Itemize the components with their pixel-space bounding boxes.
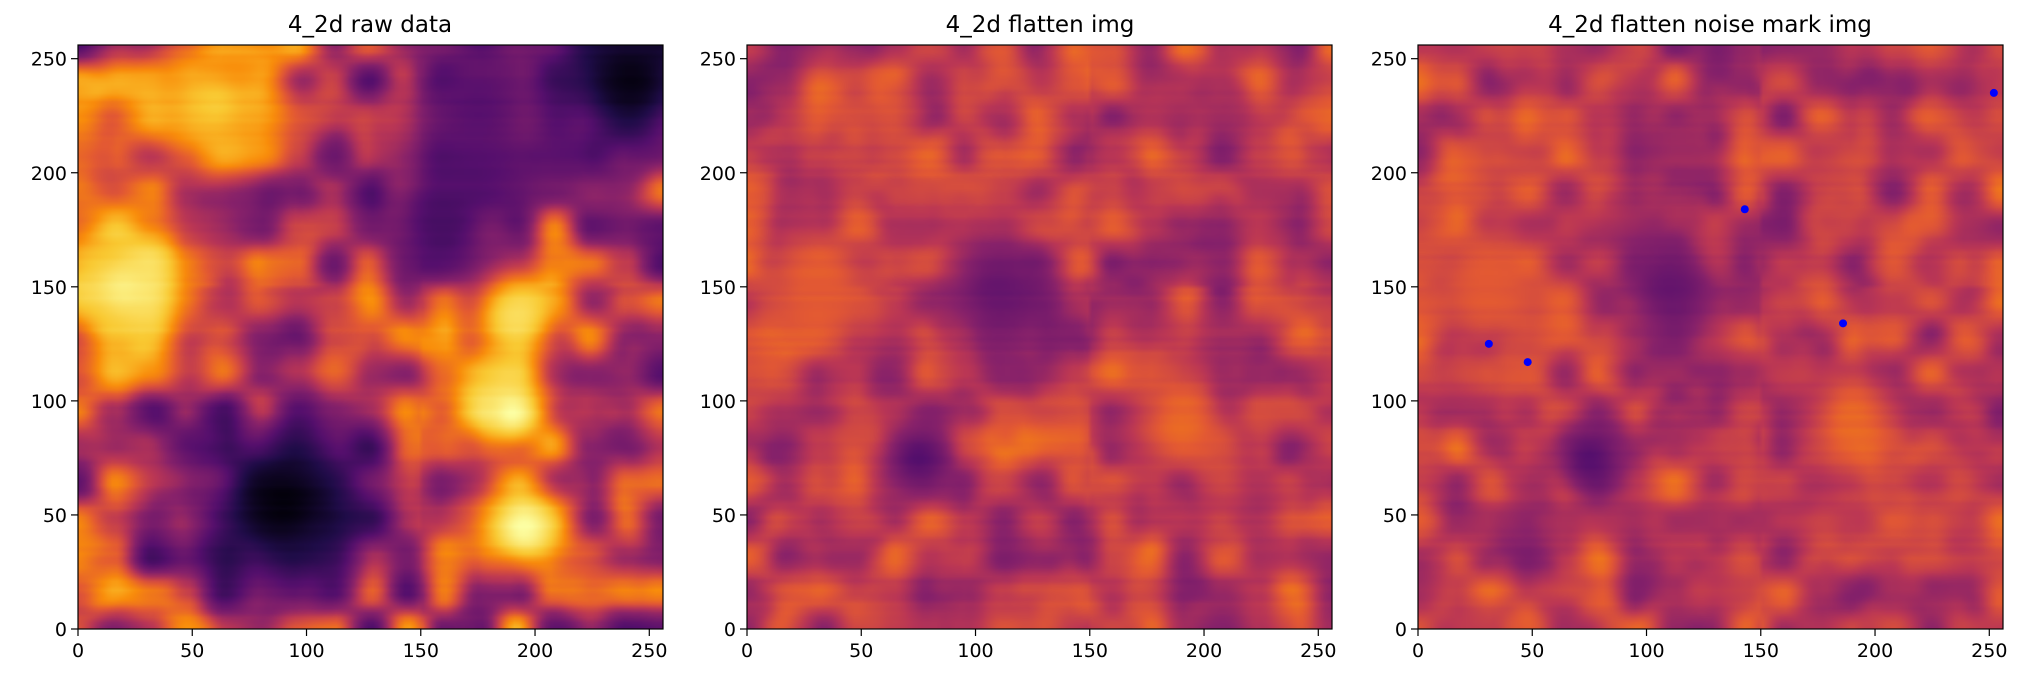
y-tick-label: 50 — [712, 505, 736, 527]
y-tick-label: 0 — [1395, 619, 1407, 641]
y-tick-label: 200 — [700, 163, 736, 185]
noise-point — [1523, 358, 1532, 367]
x-tick-label: 200 — [1857, 640, 1893, 662]
y-tick-label: 50 — [1383, 505, 1407, 527]
x-tick-label: 50 — [1520, 640, 1544, 662]
y-tick-label: 50 — [43, 505, 67, 527]
x-tick-label: 250 — [631, 640, 667, 662]
x-tick-label: 250 — [1971, 640, 2007, 662]
x-tick-label: 50 — [180, 640, 204, 662]
y-tick-label: 100 — [700, 391, 736, 413]
x-tick-label: 0 — [72, 640, 84, 662]
y-tick-label: 150 — [1371, 277, 1407, 299]
x-tick-label: 200 — [517, 640, 553, 662]
x-tick-label: 200 — [1186, 640, 1222, 662]
y-tick-label: 250 — [31, 49, 67, 71]
y-tick-label: 200 — [31, 163, 67, 185]
axes-frame — [77, 44, 664, 630]
axes-frame — [1417, 44, 2004, 630]
heatmap-image — [1418, 45, 2003, 629]
x-tick-label: 150 — [1072, 640, 1108, 662]
noise-point — [1989, 88, 1998, 97]
panel-title: 4_2d flatten img — [946, 12, 1135, 38]
x-tick-label: 0 — [741, 640, 753, 662]
x-tick-label: 50 — [849, 640, 873, 662]
panel-title: 4_2d raw data — [288, 12, 452, 38]
y-tick-label: 200 — [1371, 163, 1407, 185]
x-tick-label: 100 — [1628, 640, 1664, 662]
y-tick-label: 100 — [1371, 391, 1407, 413]
panel-flatten-img: 4_2d flatten img 0 50 100 150 200 250 0 50 100 15… — [700, 12, 1337, 662]
axes-frame — [746, 44, 1333, 630]
y-tick-label: 250 — [1371, 49, 1407, 71]
noise-point — [1839, 319, 1848, 328]
y-tick-label: 0 — [55, 619, 67, 641]
heatmap-image — [78, 45, 663, 629]
x-tick-label: 0 — [1412, 640, 1424, 662]
noise-point — [1740, 205, 1749, 214]
heatmap-image — [747, 45, 1332, 629]
x-tick-label: 100 — [957, 640, 993, 662]
y-tick-label: 150 — [31, 277, 67, 299]
x-tick-label: 150 — [1743, 640, 1779, 662]
panel-title: 4_2d flatten noise mark img — [1548, 12, 1872, 38]
x-tick-label: 250 — [1300, 640, 1336, 662]
y-tick-label: 250 — [700, 49, 736, 71]
x-tick-label: 150 — [403, 640, 439, 662]
panel-flatten-noise-mark-img: 4_2d flatten noise mark img 0 50 100 150 200… — [1371, 12, 2008, 662]
y-tick-label: 0 — [724, 619, 736, 641]
noise-point — [1484, 339, 1493, 348]
x-tick-label: 100 — [288, 640, 324, 662]
y-tick-label: 100 — [31, 391, 67, 413]
panel-raw-data: 4_2d raw data 0 50 100 150 200 250 0 50 100 150 20… — [31, 12, 668, 662]
y-tick-label: 150 — [700, 277, 736, 299]
